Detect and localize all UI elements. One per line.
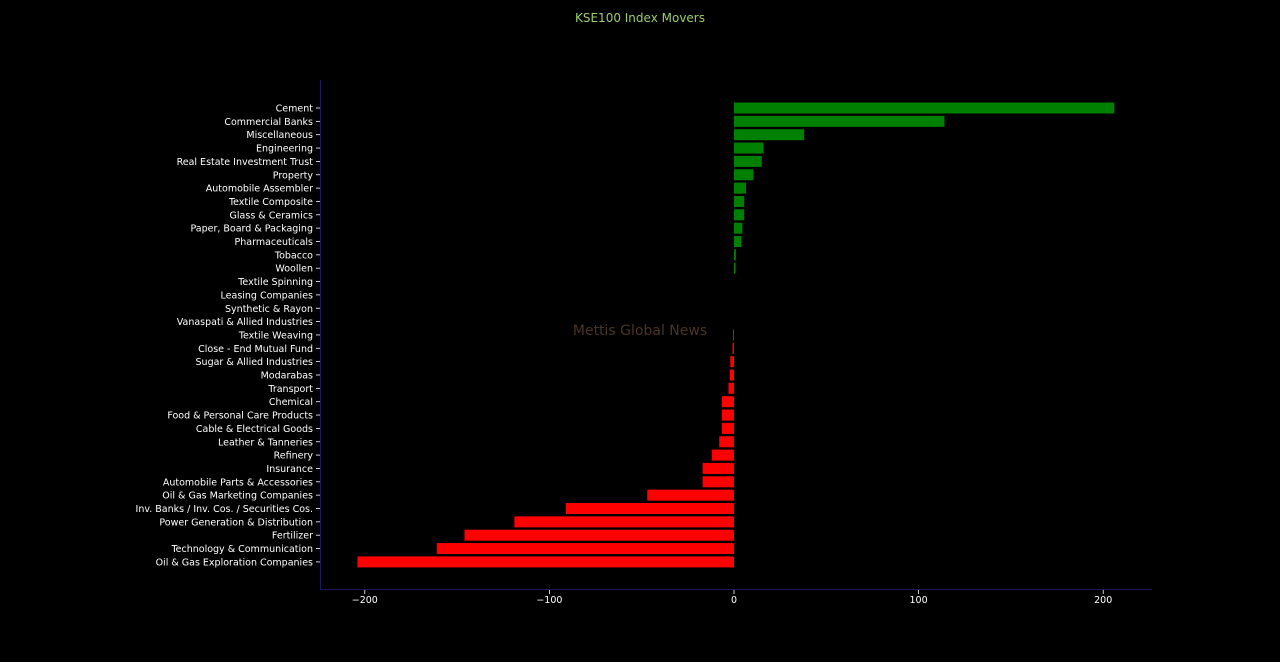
category-label: Pharmaceuticals (235, 237, 314, 248)
bar (734, 169, 754, 181)
category-label: Real Estate Investment Trust (177, 157, 314, 168)
bar (734, 249, 736, 261)
bars-layer (357, 102, 1115, 568)
category-labels: Cement Commercial Banks Miscellaneous Engin… (136, 104, 320, 568)
category-label: Fertilizer (272, 531, 313, 542)
bar (566, 503, 734, 514)
category-label: Property (273, 170, 314, 181)
bar (722, 396, 734, 408)
category-label: Cable & Electrical Goods (196, 424, 313, 435)
bar (734, 129, 805, 141)
bar (734, 209, 745, 221)
category-label: Automobile Parts & Accessories (163, 477, 313, 488)
bar (734, 222, 743, 234)
x-tick-label: 100 (910, 595, 928, 606)
x-tick-label: −200 (352, 595, 378, 606)
category-label: Technology & Communication (170, 544, 313, 555)
category-label: Woollen (275, 264, 313, 275)
category-label: Engineering (256, 144, 313, 155)
axes-layer (320, 80, 1152, 590)
category-label: Commercial Banks (224, 117, 313, 128)
bar (734, 182, 746, 194)
bar (514, 516, 734, 528)
bar (734, 155, 762, 167)
bar (734, 236, 742, 247)
category-label: Inv. Banks / Inv. Cos. / Securities Cos. (136, 504, 313, 515)
bar (719, 436, 734, 448)
x-tick-label: 200 (1094, 595, 1112, 606)
bar (357, 556, 734, 568)
category-label: Automobile Assembler (206, 184, 313, 195)
category-label: Miscellaneous (246, 130, 313, 141)
bar (734, 102, 1115, 114)
bar (732, 342, 734, 354)
bar (702, 462, 734, 474)
category-label: Chemical (269, 397, 313, 408)
watermark: Mettis Global News (573, 323, 707, 339)
category-label: Leather & Tanneries (218, 437, 313, 448)
bar (722, 422, 734, 434)
x-tick-label: 0 (731, 595, 737, 606)
category-label: Insurance (266, 464, 313, 475)
bar (734, 115, 945, 127)
bar (711, 449, 734, 461)
x-ticks: −200 −100 0 100 200 (352, 590, 1112, 606)
bar (647, 489, 734, 501)
bar (722, 409, 734, 421)
category-label: Textile Spinning (237, 277, 313, 288)
bar (730, 356, 734, 368)
category-label: Paper, Board & Packaging (190, 224, 313, 235)
bar (436, 543, 734, 555)
category-label: Leasing Companies (221, 290, 314, 301)
category-label: Transport (267, 384, 313, 395)
chart-title: KSE100 Index Movers (575, 11, 705, 25)
category-label: Vanaspati & Allied Industries (177, 317, 313, 328)
bar (729, 369, 734, 381)
category-label: Refinery (274, 451, 314, 462)
category-label: Oil & Gas Marketing Companies (162, 491, 313, 502)
category-label: Power Generation & Distribution (159, 517, 313, 528)
bar (734, 142, 764, 154)
bar (734, 262, 736, 274)
bar (702, 476, 734, 488)
category-label: Food & Personal Care Products (167, 411, 313, 422)
category-label: Glass & Ceramics (230, 210, 313, 221)
category-label: Textile Composite (228, 197, 313, 208)
bar (464, 529, 734, 541)
category-label: Sugar & Allied Industries (196, 357, 314, 368)
category-label: Modarabas (261, 371, 313, 382)
category-label: Synthetic & Rayon (225, 304, 313, 315)
category-label: Oil & Gas Exploration Companies (156, 557, 313, 568)
x-tick-label: −100 (536, 595, 562, 606)
category-label: Textile Weaving (238, 330, 313, 341)
bar (734, 195, 745, 207)
category-label: Tobacco (274, 250, 313, 261)
bar (728, 382, 734, 394)
category-label: Cement (276, 104, 314, 115)
category-label: Close - End Mutual Fund (198, 344, 313, 355)
bar (733, 329, 734, 341)
